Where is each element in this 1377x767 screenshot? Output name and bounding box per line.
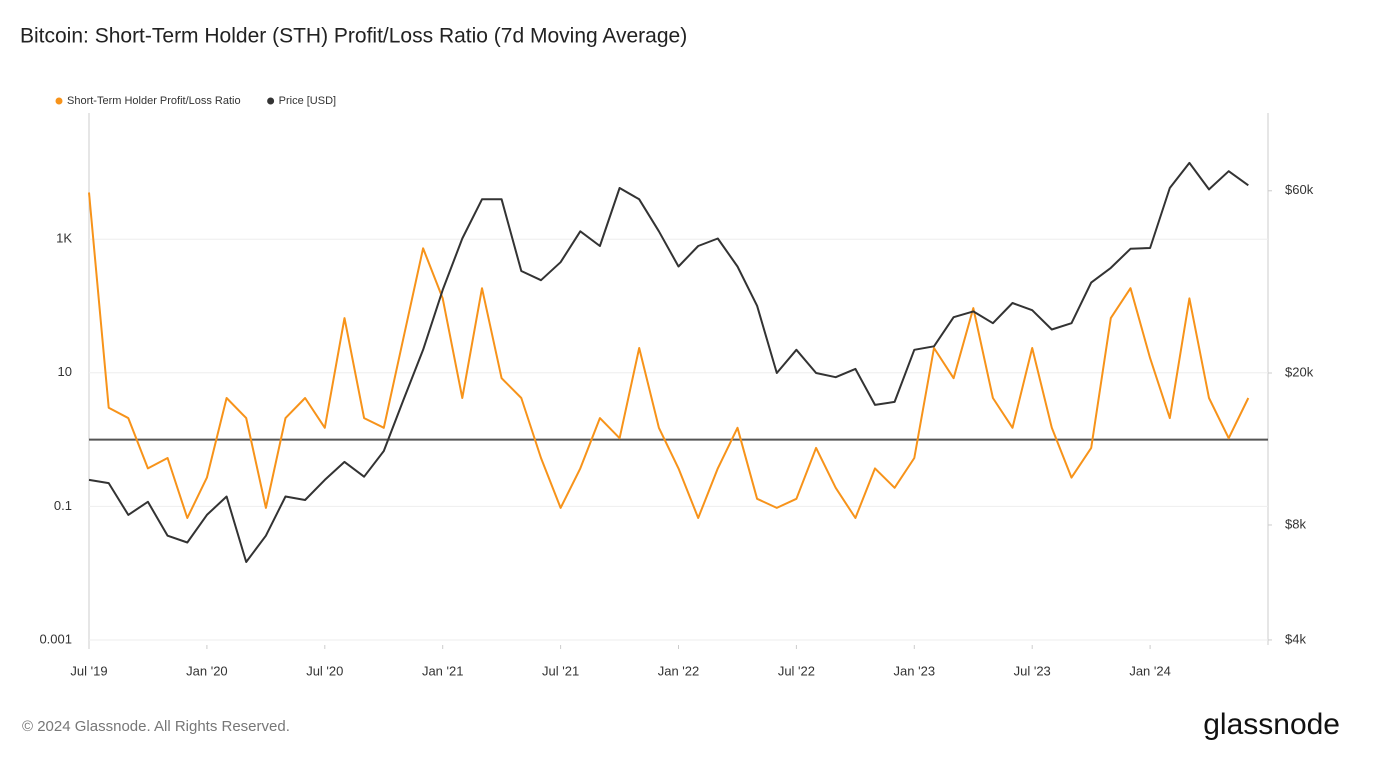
y2-tick-label: $4k bbox=[1285, 631, 1306, 646]
x-tick-label: Jul '23 bbox=[1014, 663, 1051, 678]
brand-logo: glassnode bbox=[1203, 708, 1340, 741]
legend-label: Price [USD] bbox=[279, 95, 336, 107]
x-tick-label: Jul '19 bbox=[70, 663, 107, 678]
y2-tick-label: $20k bbox=[1285, 364, 1314, 379]
x-tick-label: Jul '21 bbox=[542, 663, 579, 678]
series-line bbox=[88, 192, 1250, 519]
x-tick-label: Jan '23 bbox=[894, 663, 936, 678]
y-tick-label: 0.1 bbox=[54, 498, 72, 513]
legend-label: Short-Term Holder Profit/Loss Ratio bbox=[67, 95, 241, 107]
x-tick-label: Jul '22 bbox=[778, 663, 815, 678]
legend-marker bbox=[55, 97, 63, 105]
legend-marker bbox=[267, 97, 275, 105]
y-tick-label: 10 bbox=[58, 364, 72, 379]
y-tick-label: 0.001 bbox=[39, 631, 72, 646]
y2-tick-label: $8k bbox=[1285, 516, 1306, 531]
x-tick-label: Jul '20 bbox=[306, 663, 343, 678]
y2-tick-label: $60k bbox=[1285, 182, 1314, 197]
x-tick-label: Jan '24 bbox=[1129, 663, 1171, 678]
chart-title: Bitcoin: Short-Term Holder (STH) Profit/… bbox=[20, 25, 687, 48]
x-tick-label: Jan '22 bbox=[658, 663, 700, 678]
y-tick-label: 1K bbox=[56, 231, 72, 246]
series-line bbox=[88, 161, 1249, 563]
copyright: © 2024 Glassnode. All Rights Reserved. bbox=[22, 718, 290, 735]
x-tick-label: Jan '20 bbox=[186, 663, 228, 678]
x-tick-label: Jan '21 bbox=[422, 663, 464, 678]
